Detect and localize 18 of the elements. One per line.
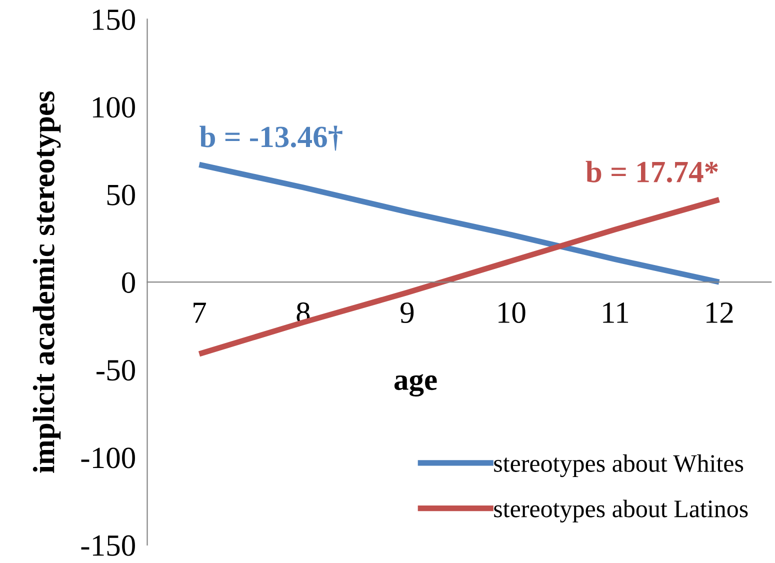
- y-tick-label: -100: [81, 448, 135, 468]
- legend-label: stereotypes about Latinos: [494, 500, 748, 522]
- annotation: b = 17.74*: [586, 160, 718, 182]
- x-axis-title: age: [394, 374, 437, 397]
- x-tick-label: 12: [706, 302, 733, 323]
- y-tick-label: -150: [81, 535, 135, 556]
- annotation: b = -13.46†: [200, 126, 342, 151]
- y-tick-label: 100: [92, 97, 135, 118]
- x-tick-label: 9: [400, 302, 414, 324]
- y-tick-label: 0: [122, 272, 135, 293]
- x-tick-label: 11: [603, 302, 628, 323]
- legend-label: stereotypes about Whites: [494, 454, 744, 478]
- x-tick-label: 10: [498, 302, 526, 324]
- y-tick-label: 50: [107, 184, 135, 206]
- y-axis-title: implicit academic stereotypes: [32, 91, 61, 473]
- x-tick-label: 7: [194, 302, 206, 323]
- y-tick-label: -50: [96, 360, 135, 381]
- y-tick-label: 150: [92, 9, 135, 30]
